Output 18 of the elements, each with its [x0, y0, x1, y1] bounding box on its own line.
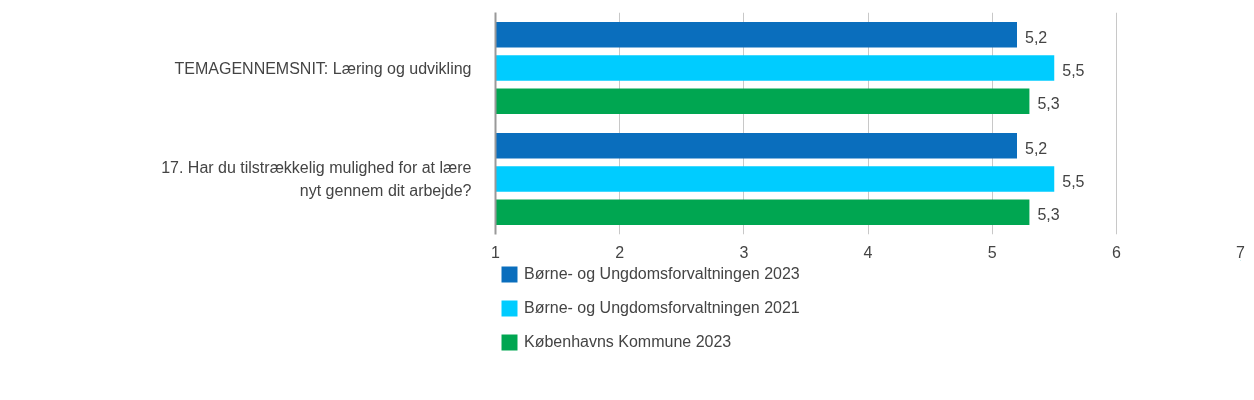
data-label: 5,3 [1037, 206, 1060, 224]
x-tick-label: 2 [615, 243, 625, 261]
data-label: 5,2 [1025, 28, 1048, 46]
legend-label: Børne- og Ungdomsforvaltningen 2023 [524, 265, 800, 283]
y-tick-label: 17. Har du tilstrækkelig mulighed for at lære nyt gennem dit arbejde? [161, 158, 472, 200]
y-tick-label: TEMAGENNEMSNIT: Læring og udvikling [174, 59, 472, 77]
data-label: 5,5 [1062, 62, 1085, 79]
data-label: 5,3 [1037, 95, 1060, 113]
x-tick-label: 6 [1111, 243, 1121, 261]
x-tick-label: 3 [739, 243, 749, 261]
legend-label: Børne- og Ungdomsforvaltningen 2021 [524, 299, 800, 317]
x-tick-label: 4 [863, 243, 873, 261]
x-tick-label: 1 [491, 243, 501, 261]
data-label: 5,5 [1062, 173, 1085, 190]
x-tick-label: 5 [987, 243, 997, 261]
data-label: 5,2 [1025, 139, 1048, 157]
x-tick-label: 7 [1236, 243, 1246, 261]
legend-label: Københavns Kommune 2023 [524, 333, 732, 351]
